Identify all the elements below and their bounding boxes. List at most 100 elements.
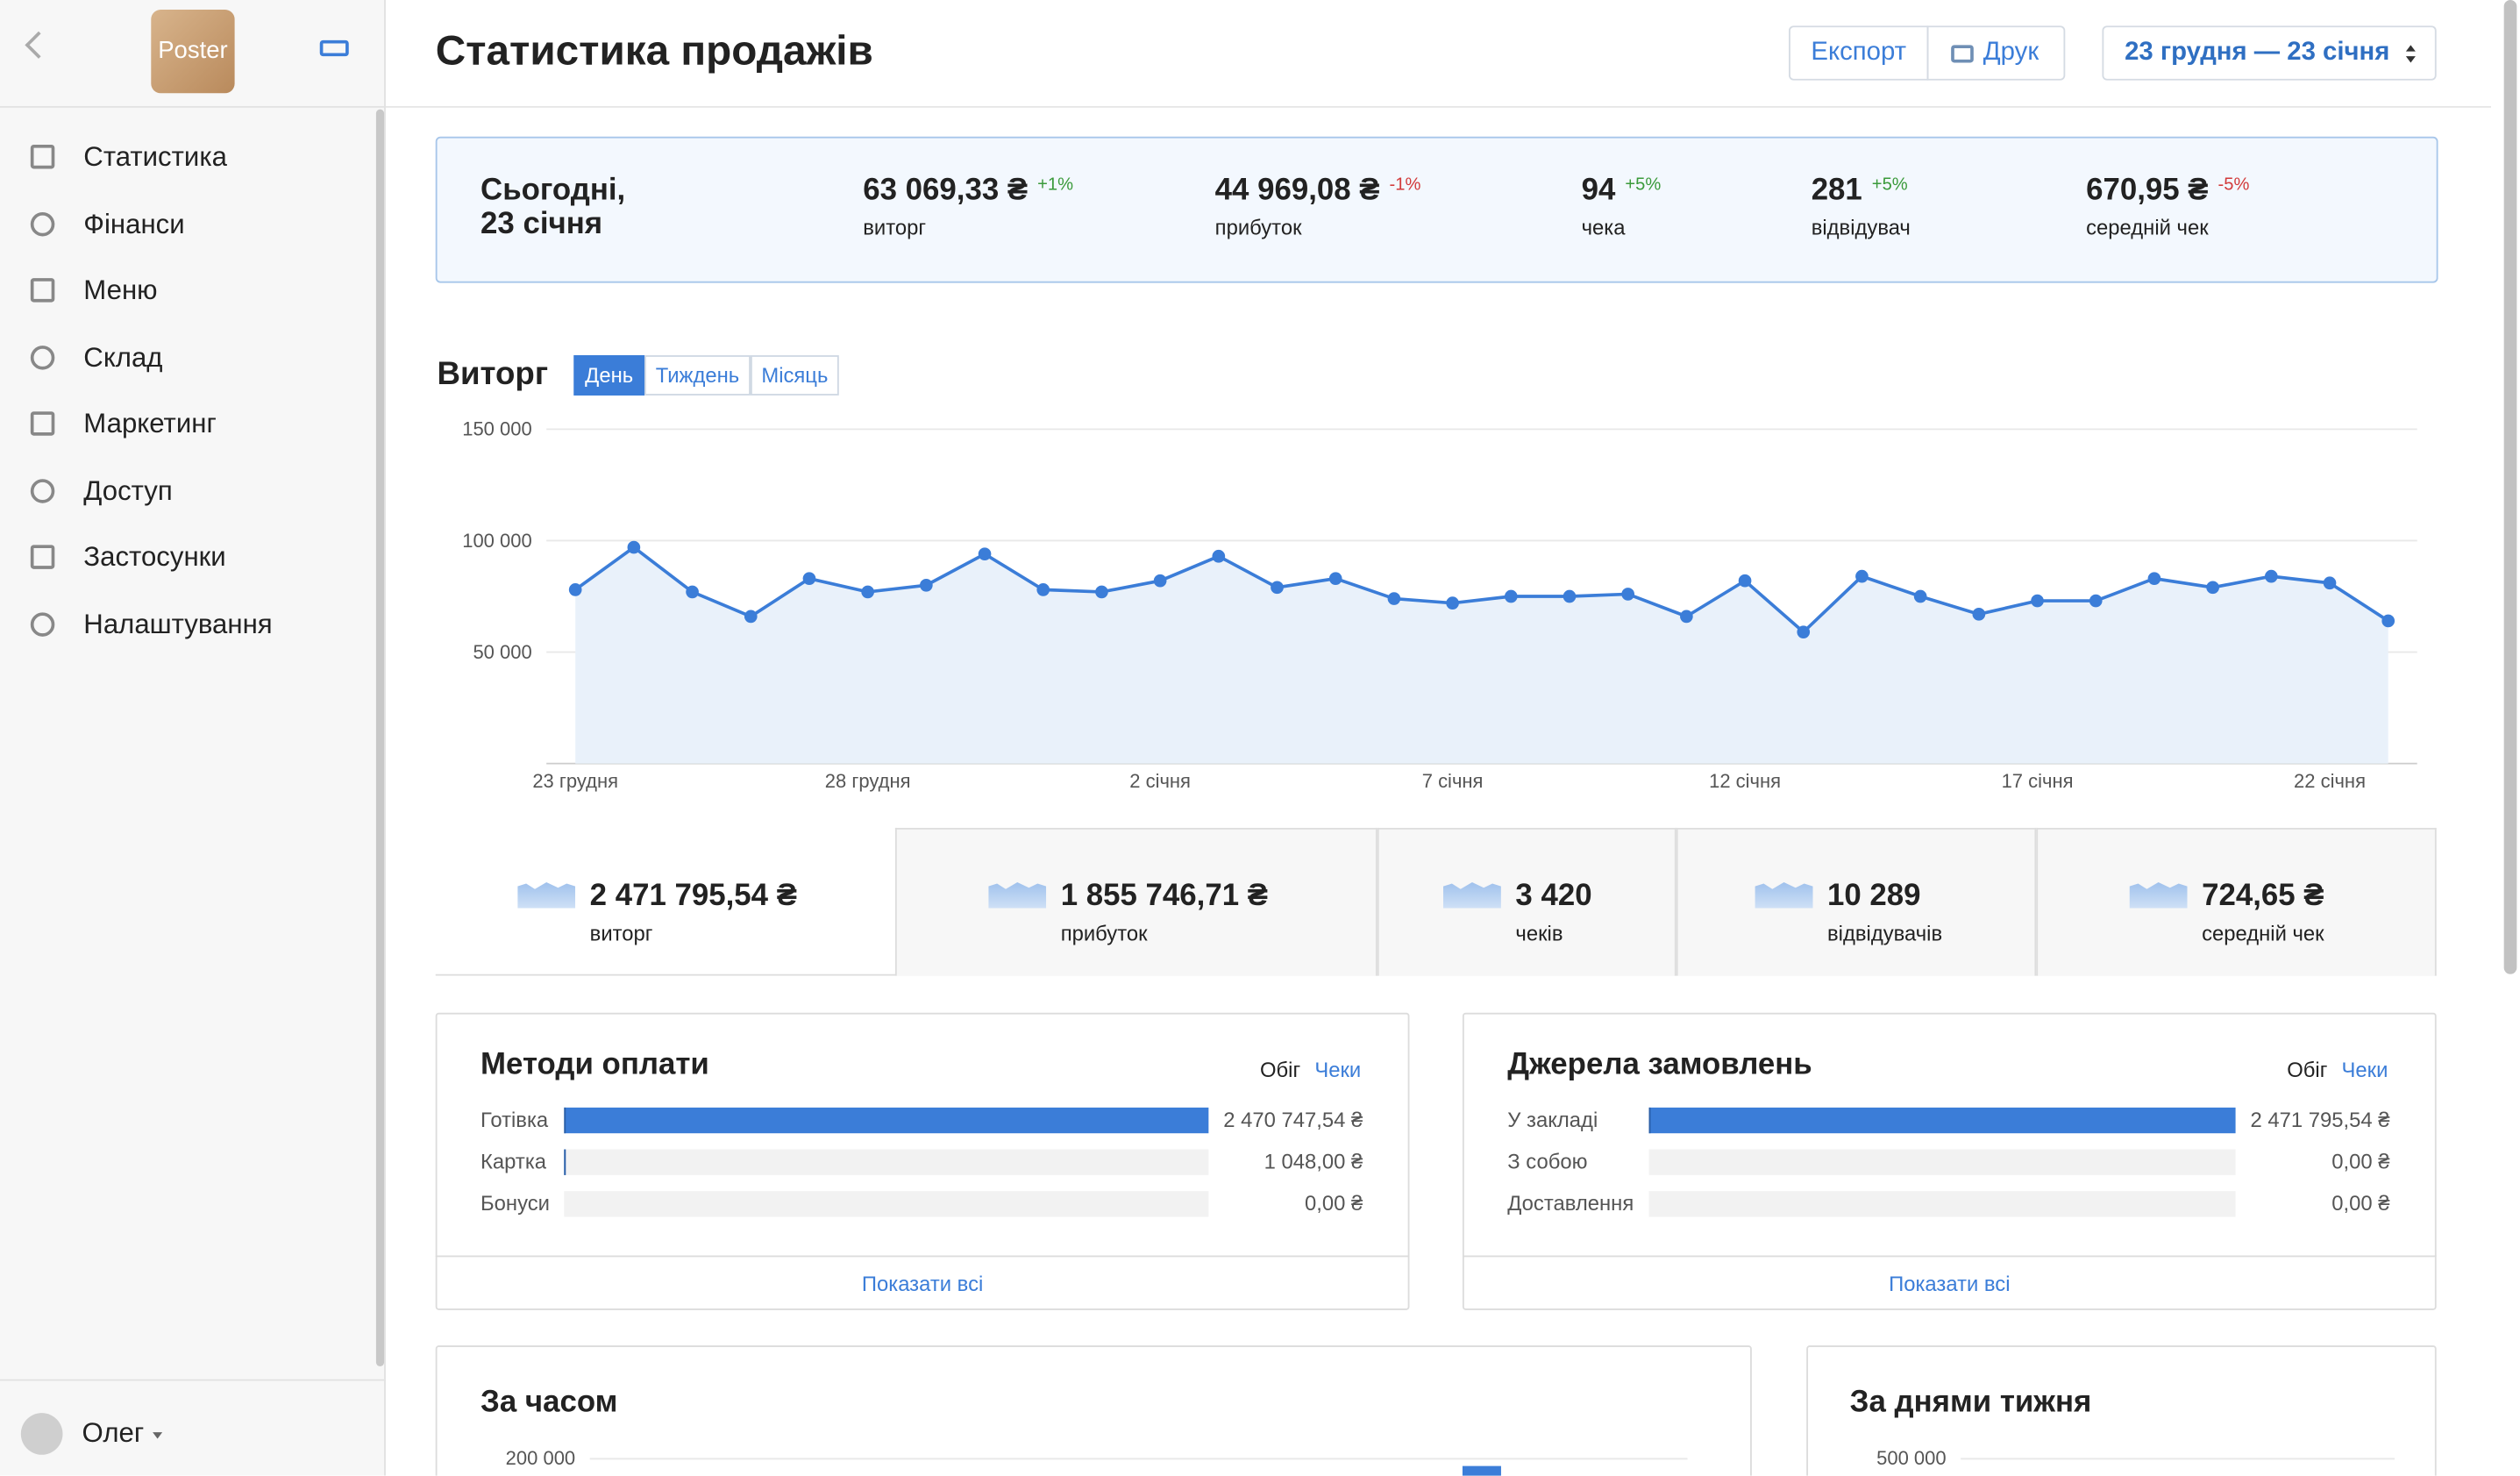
today-stat: 281 +5% — [1812, 172, 1908, 214]
x-tick-label: 23 грудня — [532, 770, 618, 792]
total-value: 2 471 795,54 ₴ — [589, 879, 797, 914]
total-cell[interactable] — [2036, 827, 2437, 976]
period-button[interactable]: Місяць — [750, 355, 839, 396]
user-name[interactable]: Олег — [82, 1417, 145, 1449]
nav-item[interactable]: Маркетинг — [83, 408, 217, 439]
nav-icon — [30, 411, 55, 436]
avatar[interactable] — [20, 1413, 63, 1455]
today-stat: 44 969,08 ₴ -1% — [1215, 172, 1421, 214]
card-title: За днями тижня — [1849, 1385, 2092, 1420]
date-arrows — [2405, 45, 2416, 52]
row-value: 0,00 ₴ — [1305, 1191, 1363, 1216]
total-label: прибуток — [1060, 921, 1148, 945]
total-label: середній чек — [2202, 921, 2324, 945]
point — [1036, 583, 1050, 596]
today-stat: 670,95 ₴ -5% — [2086, 172, 2249, 214]
total-value: 1 855 746,71 ₴ — [1060, 879, 1268, 914]
point — [861, 585, 874, 599]
total-cell[interactable] — [1676, 827, 2037, 976]
point — [627, 540, 641, 554]
page-title: Статистика продажів — [435, 25, 873, 75]
x-tick-label: 28 грудня — [825, 770, 911, 792]
nav-item[interactable]: Налаштування — [83, 608, 273, 639]
line — [574, 545, 2389, 635]
date-range[interactable]: 23 грудня — 23 січня — [2102, 25, 2437, 81]
chart-title: Виторг — [437, 356, 549, 393]
show-all[interactable]: Показати всі — [861, 1271, 984, 1296]
print-icon — [1951, 45, 1974, 63]
pos-icon[interactable] — [319, 39, 349, 57]
card-title: Методи оплати — [481, 1048, 709, 1082]
point — [1621, 588, 1635, 601]
total-value: 3 420 — [1515, 879, 1592, 914]
total-label: відвідувачів — [1827, 921, 1943, 945]
point — [686, 585, 699, 599]
stat-label: середній чек — [2086, 215, 2209, 240]
point — [1212, 549, 1226, 563]
point — [1271, 581, 1284, 595]
nav-item[interactable]: Застосунки — [83, 541, 226, 573]
nav-icon — [30, 611, 55, 636]
user-caret — [153, 1432, 163, 1439]
stat-value: 63 069,33 ₴ — [863, 173, 1029, 208]
toggle[interactable]: Чеки — [2341, 1058, 2388, 1082]
total-cell[interactable] — [894, 827, 1377, 976]
page-scrollbar — [2503, 0, 2517, 974]
x-tick-label: 12 січня — [1709, 770, 1781, 792]
show-all[interactable]: Показати всі — [1889, 1271, 2011, 1296]
export-button[interactable]: Експорт — [1789, 25, 1929, 81]
point — [1387, 592, 1401, 605]
nav-icon — [30, 478, 55, 503]
today-stat: 94 +5% — [1582, 172, 1662, 214]
bar-track — [1648, 1149, 2236, 1175]
today-box — [435, 136, 2438, 283]
nav-item[interactable]: Фінанси — [83, 208, 185, 239]
bar — [1648, 1107, 2236, 1134]
sidebar-scrollbar — [375, 109, 385, 1366]
card — [1806, 1345, 2437, 1476]
grid-line — [589, 1458, 1688, 1460]
nav-item[interactable]: Доступ — [83, 474, 173, 506]
row-value: 2 471 795,54 ₴ — [2250, 1107, 2390, 1132]
point — [1446, 596, 1459, 610]
nav-item[interactable]: Склад — [83, 341, 163, 373]
nav-item[interactable]: Меню — [83, 275, 158, 306]
period-button[interactable]: Тиждень — [644, 355, 751, 396]
x-tick-label: 22 січня — [2294, 770, 2366, 792]
sidebar — [0, 0, 386, 1476]
total-cell[interactable] — [1377, 827, 1676, 976]
stat-change: +1% — [1037, 175, 1074, 195]
point — [1680, 610, 1693, 624]
grid-line — [1961, 1458, 2395, 1460]
y-tick-label: 500 000 — [1876, 1446, 1947, 1470]
card-title: За часом — [481, 1385, 618, 1420]
bar-track — [564, 1149, 1209, 1175]
total-value: 10 289 — [1827, 879, 1921, 914]
print-button[interactable]: Друк — [1926, 25, 2066, 81]
y-tick-label: 200 000 — [505, 1446, 576, 1470]
toggle[interactable]: Обіг — [1260, 1058, 1301, 1082]
point — [802, 572, 816, 586]
card-footer-line — [435, 1255, 1410, 1258]
stat-change: -5% — [2217, 175, 2250, 195]
toggle[interactable]: Чеки — [1314, 1058, 1362, 1082]
stat-label: прибуток — [1214, 215, 1302, 240]
stat-label: виторг — [863, 215, 927, 240]
row-value: 0,00 ₴ — [2331, 1191, 2390, 1216]
row-label: Готівка — [481, 1107, 549, 1132]
point — [2206, 581, 2219, 595]
toggle[interactable]: Обіг — [2287, 1058, 2328, 1082]
stat-value: 44 969,08 ₴ — [1214, 173, 1380, 208]
point — [1153, 574, 1167, 588]
nav-icon — [30, 345, 55, 369]
sparkline-icon — [988, 881, 1047, 909]
nav-icon — [30, 211, 55, 236]
x-tick-label: 2 січня — [1129, 770, 1191, 792]
logo[interactable]: Poster — [151, 9, 235, 94]
bar — [564, 1107, 1209, 1134]
point — [2089, 594, 2103, 608]
sidebar-header-line — [0, 105, 386, 108]
period-button[interactable]: День — [573, 355, 644, 396]
nav-item[interactable]: Статистика — [83, 141, 227, 173]
